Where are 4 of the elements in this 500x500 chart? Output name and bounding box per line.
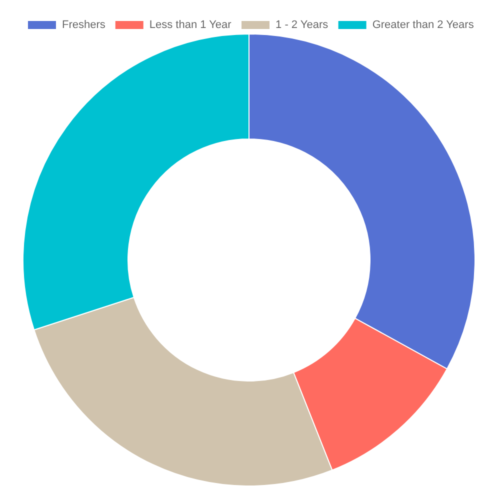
legend-label: 1 - 2 Years: [276, 19, 329, 31]
legend-label: Less than 1 Year: [149, 19, 232, 31]
legend-label: Freshers: [62, 19, 106, 31]
legend-label: Greater than 2 Years: [372, 19, 474, 31]
